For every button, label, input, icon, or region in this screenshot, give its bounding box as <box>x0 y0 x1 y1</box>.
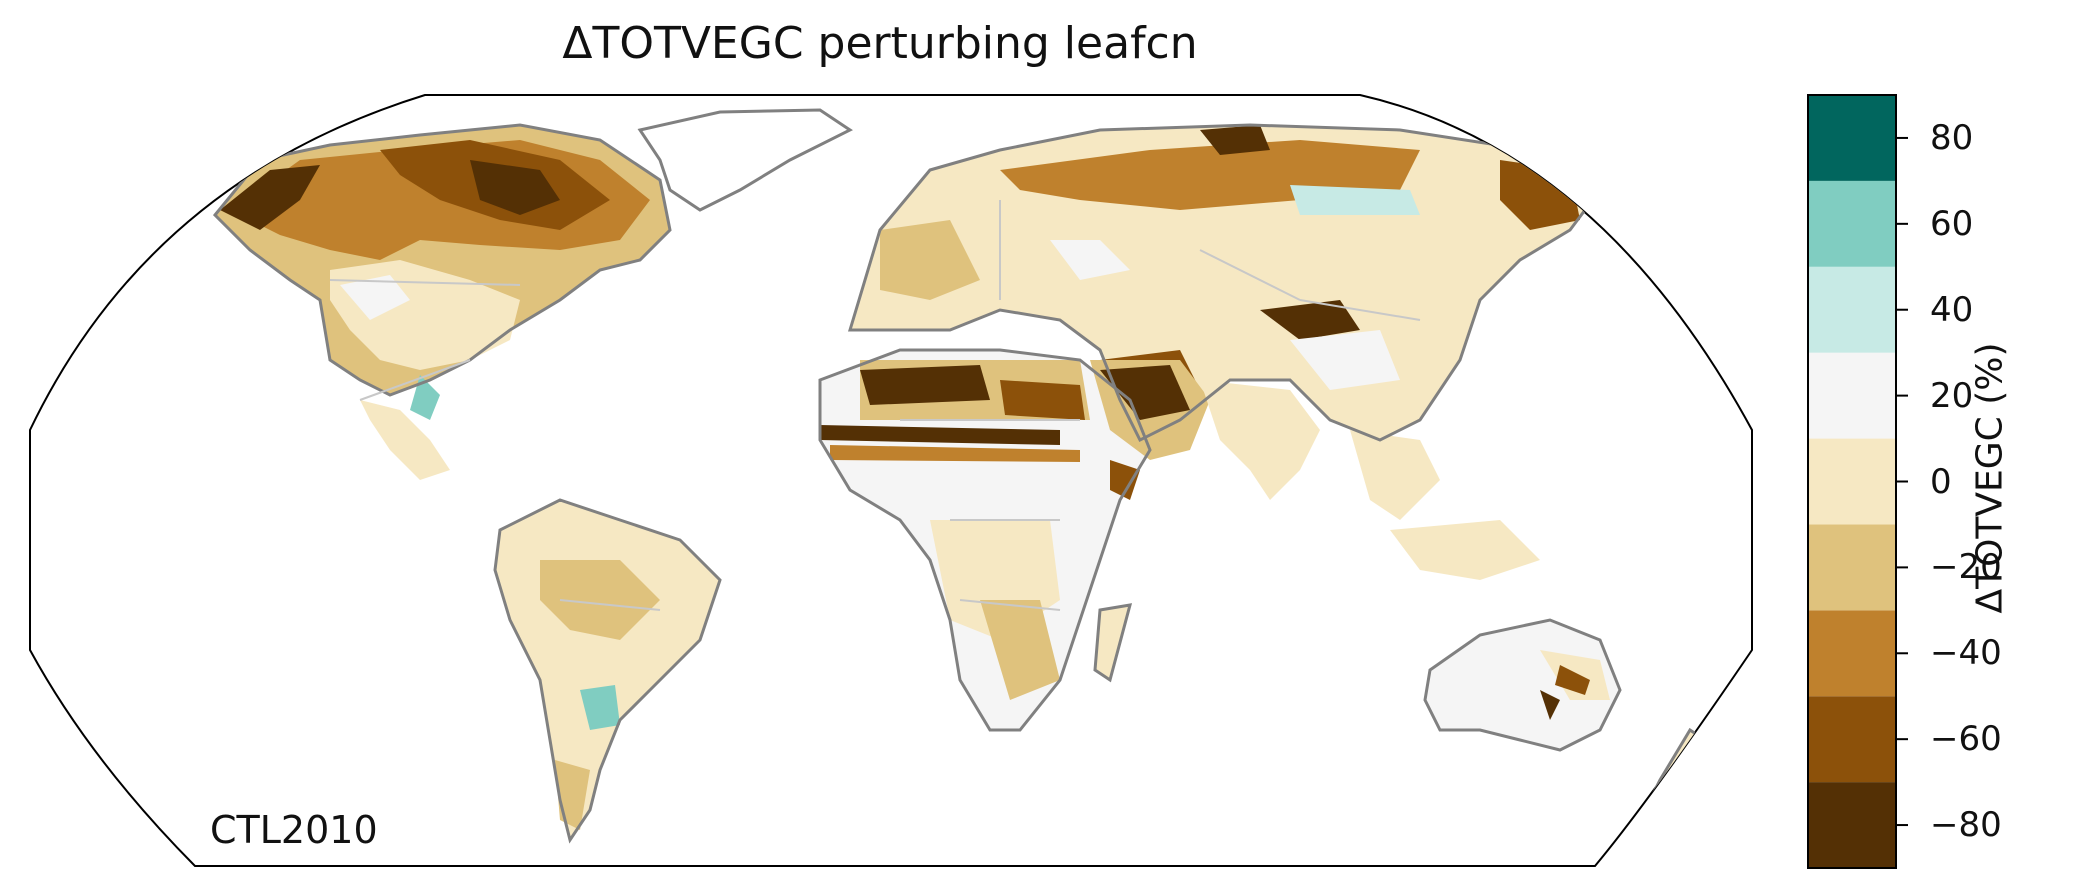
colorbar-tick-label: 20 <box>1930 375 1974 416</box>
colorbar-tick-label: 40 <box>1930 289 1974 330</box>
colorbar-ticks <box>1896 136 1908 827</box>
colorbar-bin <box>1808 524 1896 611</box>
colorbar-bin <box>1808 266 1896 353</box>
colorbar-tick-label: 0 <box>1930 461 1952 502</box>
run-label: CTL2010 <box>210 808 378 852</box>
australia <box>1425 620 1620 750</box>
colorbar-bin <box>1808 782 1896 868</box>
colorbar-tick-label: −40 <box>1930 633 2002 674</box>
colorbar-bin <box>1808 95 1896 181</box>
colorbar-bin <box>1808 438 1896 525</box>
colorbar <box>1807 94 1908 869</box>
colorbar-bin <box>1808 180 1896 267</box>
colorbar-bin <box>1808 352 1896 439</box>
colorbar-bin <box>1808 610 1896 697</box>
colorbar-tick-label: −60 <box>1930 719 2002 760</box>
map-title: ΔTOTVEGC perturbing leafcn <box>562 18 1198 69</box>
colorbar-tick-label: −80 <box>1930 805 2002 846</box>
colorbar-tick-label: 60 <box>1930 203 1974 244</box>
middle-east <box>1090 360 1210 460</box>
land-layer <box>212 108 1707 844</box>
colorbar-bins <box>1808 95 1896 868</box>
country-borders <box>329 200 1421 611</box>
colorbar-tick-label: −20 <box>1930 547 2002 588</box>
colorbar-tick-label: 80 <box>1930 117 1974 158</box>
greenland <box>637 108 853 212</box>
colorbar-bin <box>1808 696 1896 783</box>
africa <box>820 350 1150 730</box>
south-asia <box>1200 380 1540 580</box>
north-america <box>215 125 670 480</box>
coastlines <box>212 123 1707 844</box>
